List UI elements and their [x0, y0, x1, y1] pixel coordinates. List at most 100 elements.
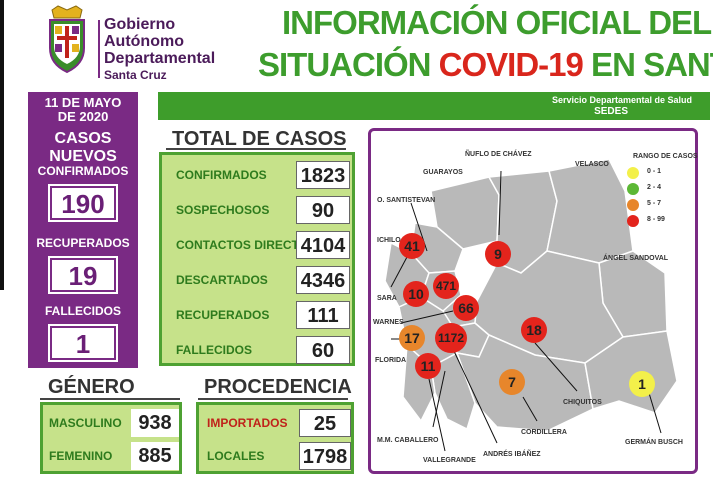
case-bubble-vallegrande: 11 — [415, 353, 441, 379]
title-part-a: SITUACIÓN — [258, 46, 439, 83]
case-bubble-sara: 10 — [403, 281, 429, 307]
total-row-discarded: DESCARTADOS 4346 — [170, 266, 350, 294]
new-confirmed-value: 190 — [50, 186, 116, 220]
label-chiquitos: CHIQUITOS — [563, 399, 602, 406]
service-name: Servicio Departamental de Salud — [551, 95, 692, 105]
origin-heading: PROCEDENCIA — [204, 376, 352, 398]
label-nuflo-de-chavez: ÑUFLO DE CHÁVEZ — [465, 151, 532, 158]
total-value: 4104 — [296, 231, 350, 259]
legend-label: 2 - 4 — [647, 184, 662, 191]
legend-label: 0 - 1 — [647, 168, 662, 175]
new-confirmed-label: CONFIRMADOS — [37, 164, 129, 178]
total-label: CONTACTOS DIRECTOS — [176, 238, 317, 252]
service-banner: Servicio Departamental de Salud SEDES — [158, 92, 710, 120]
total-value: 4346 — [296, 266, 350, 294]
leader-line-sara — [390, 256, 408, 288]
label-guarayos: GUARAYOS — [423, 169, 463, 176]
total-label: DESCARTADOS — [176, 273, 268, 287]
organization-name: Gobierno Autónomo Departamental Santa Cr… — [104, 16, 215, 83]
leader-line-nuflo — [498, 170, 502, 236]
province-chiquitos — [474, 250, 625, 364]
origin-value: 1798 — [299, 442, 351, 470]
gender-label: MASCULINO — [49, 416, 122, 430]
total-cases-underline — [166, 148, 346, 150]
label-caballero: M.M. CABALLERO — [377, 437, 439, 444]
total-value: 111 — [296, 301, 350, 329]
total-label: SOSPECHOSOS — [176, 203, 270, 217]
case-bubble-warnes: 66 — [453, 295, 479, 321]
leader-line-caballero — [432, 370, 446, 428]
case-bubble-ichilo: 41 — [399, 233, 425, 259]
legend-label: 5 - 7 — [647, 200, 662, 207]
gender-row-female: FEMENINO 885 — [47, 442, 179, 470]
total-value: 60 — [296, 336, 350, 364]
total-cases-panel: CONFIRMADOS 1823 SOSPECHOSOS 90 CONTACTOS … — [159, 152, 355, 366]
legend-swatch — [627, 215, 639, 227]
new-deaths-label: FALLECIDOS — [44, 304, 121, 318]
new-recovered-value: 19 — [50, 258, 116, 292]
org-line-3: Departamental — [104, 50, 216, 67]
leader-line-busch — [648, 392, 662, 434]
case-bubble-chiquitos: 18 — [521, 317, 547, 343]
province-map-panel: ÑUFLO DE CHÁVEZ VELASCO GUARAYOS O. SANT… — [368, 128, 698, 474]
province-german-busch — [584, 330, 678, 414]
legend-swatch — [627, 199, 639, 211]
label-cordillera: CORDILLERA — [521, 429, 567, 436]
label-ichilo: ICHILO — [377, 237, 401, 244]
gender-value: 938 — [131, 409, 179, 437]
new-deaths-value: 1 — [50, 326, 116, 360]
leader-line-chiquitos — [534, 342, 578, 392]
gender-heading: GÉNERO — [48, 376, 135, 398]
legend-swatch — [627, 167, 639, 179]
legend-title: RANGO DE CASOS — [633, 153, 698, 160]
total-row-confirmed: CONFIRMADOS 1823 — [170, 161, 350, 189]
label-german-busch: GERMÁN BUSCH — [625, 439, 683, 446]
service-acronym: SEDES — [594, 106, 628, 117]
legend-swatch — [627, 183, 639, 195]
org-line-1: Gobierno — [104, 16, 176, 33]
label-sara: SARA — [377, 295, 397, 302]
legend-label: 8 - 99 — [647, 216, 665, 223]
total-value: 1823 — [296, 161, 350, 189]
page-title-line-2: SITUACIÓN COVID-19 EN SANTA CRUZ — [258, 46, 713, 84]
total-row-deaths: FALLECIDOS 60 — [170, 336, 350, 364]
province-velasco — [546, 158, 634, 264]
gender-panel: MASCULINO 938 FEMENINO 885 — [40, 402, 182, 474]
label-warnes: WARNES — [373, 319, 404, 326]
total-label: RECUPERADOS — [176, 308, 270, 322]
total-label: CONFIRMADOS — [176, 168, 267, 182]
origin-row-imported: IMPORTADOS 25 — [203, 409, 351, 437]
total-row-suspected: SOSPECHOSOS 90 — [170, 196, 350, 224]
case-bubble-nuflo: 9 — [485, 241, 511, 267]
page-title-line-1: INFORMACIÓN OFICIAL DEL COED — [282, 4, 713, 41]
label-florida: FLORIDA — [375, 357, 407, 364]
title-part-c: EN SANTA CRUZ — [591, 46, 713, 83]
leader-line-vallegrande — [428, 378, 446, 452]
gender-underline — [40, 398, 180, 400]
report-date-line-2: DE 2020 — [57, 109, 109, 124]
case-bubble-german-busch: 1 — [629, 371, 655, 397]
origin-row-local: LOCALES 1798 — [203, 442, 351, 470]
logo-divider — [98, 20, 100, 78]
left-edge-shadow — [0, 0, 4, 290]
origin-label: LOCALES — [207, 449, 265, 463]
gender-label: FEMENINO — [49, 449, 113, 463]
santa-cruz-province-map — [384, 158, 678, 452]
case-bubble-cordillera: 7 — [499, 369, 525, 395]
label-santistevan: O. SANTISTEVAN — [377, 197, 436, 204]
leader-line-cordillera — [522, 396, 538, 422]
new-cases-panel: 11 DE MAYO DE 2020 CASOS NUEVOS CONFIRMA… — [28, 92, 138, 368]
label-vallegrande: VALLEGRANDE — [423, 457, 476, 464]
leader-line-warnes — [400, 310, 454, 324]
case-bubble-florida: 17 — [399, 325, 425, 351]
report-date-line-1: 11 DE MAYO — [44, 95, 122, 110]
origin-underline — [198, 398, 348, 400]
origin-value: 25 — [299, 409, 351, 437]
case-bubble-andres-ibanez: 1172 — [435, 323, 467, 353]
new-cases-heading: CASOS NUEVOS — [49, 130, 117, 165]
label-angel-sandoval: ÁNGEL SANDOVAL — [603, 255, 669, 262]
total-row-recovered: RECUPERADOS 111 — [170, 301, 350, 329]
origin-label: IMPORTADOS — [207, 416, 288, 430]
total-cases-heading: TOTAL DE CASOS — [172, 128, 347, 150]
santa-cruz-coat-of-arms-icon — [49, 5, 85, 74]
